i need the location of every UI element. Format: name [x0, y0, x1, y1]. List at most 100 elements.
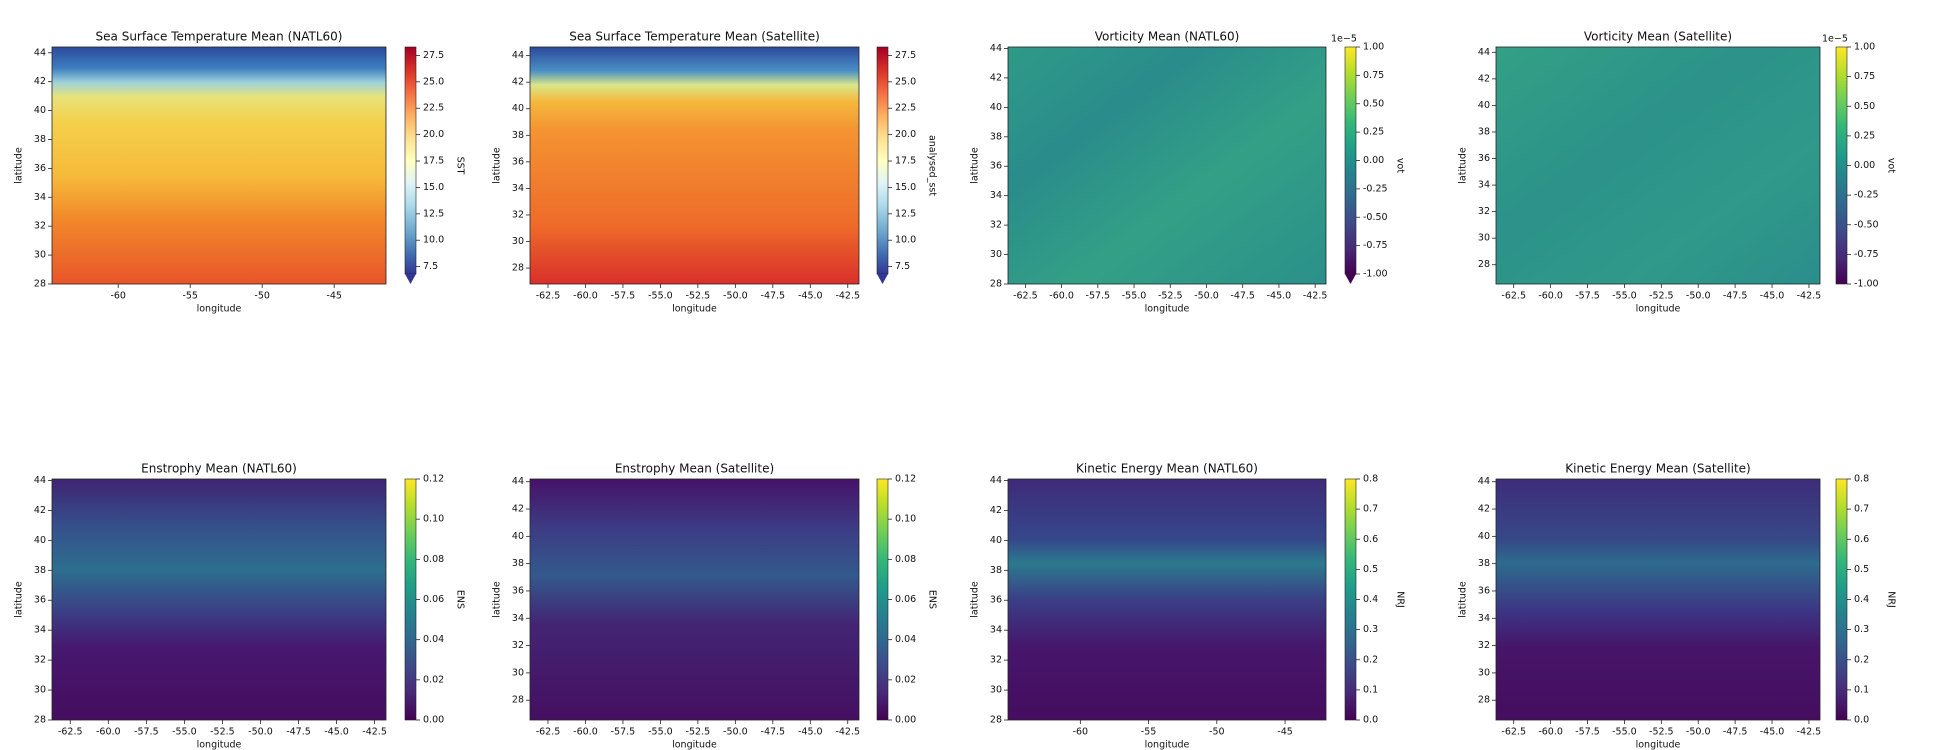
x-tick-label: -42.5	[1303, 291, 1328, 302]
colorbar-tick-label: 7.5	[895, 261, 910, 272]
panel-title: Sea Surface Temperature Mean (NATL60)	[96, 30, 343, 44]
y-tick-label: 42	[990, 72, 1002, 83]
colorbar-tick-label: 0.6	[1854, 534, 1869, 545]
axes-frame	[51, 478, 387, 721]
colorbar	[876, 478, 889, 721]
x-tick-label: -62.5	[58, 727, 83, 738]
y-tick-label: 32	[1478, 206, 1490, 217]
colorbar-tick-label: 0.50	[1854, 101, 1875, 112]
y-tick-label: 30	[34, 250, 46, 261]
colorbar-offset: 1e−5	[1822, 34, 1848, 45]
colorbar-tick-label: -1.00	[1854, 279, 1879, 290]
y-tick-label: 42	[512, 504, 524, 515]
panel-title: Kinetic Energy Mean (NATL60)	[1076, 462, 1258, 476]
colorbar-label: NRJ	[1395, 591, 1406, 608]
colorbar-tick-label: 7.5	[423, 261, 438, 272]
colorbar-tick-label: 20.0	[895, 129, 916, 140]
x-tick-label: -45	[1277, 727, 1293, 738]
y-axis-label: latitude	[970, 147, 981, 184]
colorbar-tick-label: 10.0	[895, 235, 916, 246]
x-tick-label: -47.5	[1723, 291, 1748, 302]
axes-frame	[1007, 478, 1327, 721]
colorbar-label: vot	[1395, 158, 1406, 173]
y-tick-label: 42	[34, 505, 46, 516]
y-tick-label: 28	[1478, 259, 1490, 270]
colorbar-tick-label: 12.5	[423, 208, 444, 219]
x-tick-label: -52.5	[1649, 291, 1674, 302]
y-axis-label: latitude	[1458, 581, 1469, 618]
colorbar-tick-label: 0.5	[1363, 564, 1378, 575]
colorbar-tick-label: 0.25	[1363, 127, 1384, 138]
y-axis-label: latitude	[14, 581, 25, 618]
colorbar-tick-label: 1.00	[1363, 42, 1384, 53]
x-tick-label: -52.5	[686, 727, 711, 738]
heatmap-field	[530, 479, 859, 720]
y-tick-label: 34	[512, 613, 524, 624]
y-tick-label: 38	[1478, 558, 1490, 569]
y-tick-label: 36	[1478, 585, 1490, 596]
colorbar-tick-label: 0.12	[895, 474, 916, 485]
x-tick-label: -55	[1141, 727, 1157, 738]
colorbar-tick-label: 12.5	[895, 208, 916, 219]
colorbar-tick-label: 0.3	[1363, 624, 1378, 635]
y-tick-label: 40	[34, 105, 46, 116]
colorbar-tick-label: 0.3	[1854, 624, 1869, 635]
y-tick-label: 36	[990, 161, 1002, 172]
x-tick-label: -62.5	[1501, 727, 1526, 738]
colorbar-tick-label: 0.8	[1854, 474, 1869, 485]
y-tick-label: 42	[34, 76, 46, 87]
heatmap-field	[1496, 47, 1820, 284]
colorbar-tick-label: 0.04	[895, 634, 916, 645]
x-tick-label: -50.0	[1194, 291, 1219, 302]
y-axis-label: latitude	[970, 581, 981, 618]
heatmap-field	[52, 479, 386, 720]
axes-frame	[1007, 46, 1327, 285]
colorbar-tick-label: 0.1	[1363, 684, 1378, 695]
x-tick-label: -57.5	[611, 727, 636, 738]
x-tick-label: -42.5	[1797, 727, 1822, 738]
colorbar-tick-label: 1.00	[1854, 42, 1875, 53]
x-tick-label: -50	[1209, 727, 1225, 738]
x-axis-label: longitude	[197, 740, 242, 750]
x-tick-label: -50	[254, 291, 270, 302]
x-tick-label: -57.5	[1575, 291, 1600, 302]
colorbar-tick-label: 0.00	[423, 715, 444, 726]
y-tick-label: 44	[990, 43, 1002, 54]
axes-frame	[529, 46, 860, 285]
colorbar-tick-label: 0.7	[1854, 504, 1869, 515]
y-tick-label: 30	[990, 685, 1002, 696]
y-tick-label: 28	[990, 715, 1002, 726]
colorbar-tick-label: -0.50	[1363, 212, 1388, 223]
colorbar-tick-label: 0.02	[895, 674, 916, 685]
heatmap-field	[1008, 479, 1326, 720]
y-tick-label: 38	[512, 558, 524, 569]
axes-frame	[51, 46, 387, 285]
colorbar	[404, 478, 417, 721]
y-tick-label: 32	[34, 655, 46, 666]
y-axis-label: latitude	[14, 147, 25, 184]
y-tick-label: 34	[990, 190, 1002, 201]
y-tick-label: 28	[34, 279, 46, 290]
colorbar-label: SST	[455, 157, 466, 175]
y-axis-label: latitude	[492, 147, 503, 184]
y-tick-label: 38	[990, 565, 1002, 576]
colorbar-tick-label: 0.12	[423, 474, 444, 485]
y-tick-label: 44	[34, 475, 46, 486]
colorbar-tick-label: 0.75	[1854, 71, 1875, 82]
colorbar	[1835, 478, 1848, 721]
colorbar-tick-label: 0.00	[895, 715, 916, 726]
colorbar-label: ENS	[455, 590, 466, 609]
x-tick-label: -45.0	[798, 291, 823, 302]
colorbar-tick-label: 0.7	[1363, 504, 1378, 515]
x-tick-label: -52.5	[1158, 291, 1183, 302]
colorbar-tick-label: 20.0	[423, 129, 444, 140]
x-tick-label: -52.5	[1649, 727, 1674, 738]
y-tick-label: 40	[512, 531, 524, 542]
y-tick-label: 32	[512, 209, 524, 220]
colorbar-extend	[405, 274, 416, 284]
y-tick-label: 40	[1478, 531, 1490, 542]
colorbar-tick-label: -0.50	[1854, 219, 1879, 230]
x-tick-label: -47.5	[286, 727, 311, 738]
y-tick-label: 32	[34, 221, 46, 232]
